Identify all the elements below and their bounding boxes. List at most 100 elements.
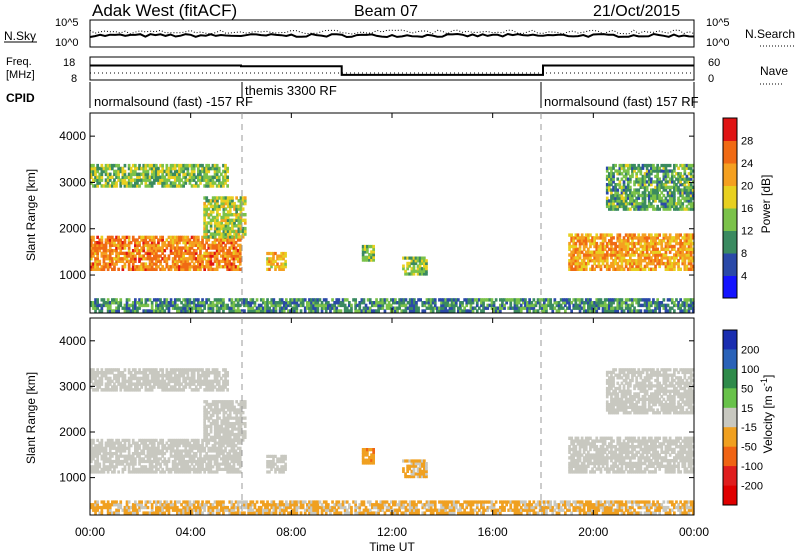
velocity-cell xyxy=(115,438,118,442)
power-cell xyxy=(140,235,143,239)
power-cell xyxy=(687,183,691,187)
power-cell xyxy=(211,262,215,266)
power-cell xyxy=(197,184,200,188)
power-cell xyxy=(650,166,653,170)
velocity-cell xyxy=(230,446,234,450)
velocity-cell xyxy=(150,454,154,458)
power-cell xyxy=(215,238,219,242)
power-cell xyxy=(624,196,628,200)
power-cell xyxy=(119,181,123,185)
power-cell xyxy=(108,243,112,247)
velocity-cell xyxy=(194,441,198,445)
power-cell xyxy=(192,267,196,271)
velocity-cell xyxy=(211,402,215,407)
velocity-cell xyxy=(148,388,152,392)
power-cell xyxy=(593,301,596,305)
power-cell xyxy=(675,253,678,257)
velocity-cell xyxy=(230,467,234,471)
power-cell xyxy=(287,309,290,313)
power-cell xyxy=(679,193,682,198)
power-cell xyxy=(243,196,247,200)
velocity-cell xyxy=(203,373,206,378)
velocity-cell xyxy=(188,459,192,464)
power-cell xyxy=(192,265,196,269)
power-cell xyxy=(660,204,664,209)
power-cell xyxy=(610,239,613,243)
power-cell xyxy=(689,199,693,203)
power-cell xyxy=(144,257,148,261)
power-cell xyxy=(463,309,466,313)
power-cell xyxy=(142,262,146,266)
power-cell xyxy=(528,301,531,305)
power-cell xyxy=(360,309,364,313)
velocity-cell xyxy=(108,465,112,469)
power-cell xyxy=(677,250,680,254)
velocity-cell xyxy=(203,405,206,409)
velocity-cell xyxy=(213,376,217,381)
power-cell xyxy=(631,169,634,173)
power-cell xyxy=(418,269,422,273)
power-cell xyxy=(538,303,542,308)
velocity-cell xyxy=(232,438,236,442)
power-cell xyxy=(656,188,659,192)
power-cell xyxy=(685,303,689,308)
power-cell xyxy=(113,169,116,174)
power-cell xyxy=(624,264,628,269)
velocity-cell xyxy=(144,376,148,381)
power-cell xyxy=(121,235,125,239)
power-cell xyxy=(406,306,410,310)
velocity-cell xyxy=(136,441,139,445)
velocity-cell xyxy=(155,459,158,464)
velocity-cell xyxy=(169,446,173,450)
velocity-cell xyxy=(218,408,221,412)
velocity-cell xyxy=(123,373,127,378)
power-cell xyxy=(171,306,175,310)
power-cell xyxy=(526,303,529,308)
velocity-cell xyxy=(92,465,95,469)
power-cell xyxy=(186,267,190,271)
power-cell xyxy=(92,251,95,255)
power-cell xyxy=(92,262,95,266)
power-cell xyxy=(155,298,158,302)
power-cell xyxy=(635,174,638,179)
power-cell xyxy=(224,172,227,177)
power-cell xyxy=(673,303,676,308)
power-cell xyxy=(668,259,672,263)
power-cell xyxy=(138,257,141,261)
power-cell xyxy=(192,243,196,247)
power-cell xyxy=(203,172,206,177)
power-cell xyxy=(685,177,689,181)
power-cell xyxy=(176,235,179,239)
power-cell xyxy=(605,241,609,246)
velocity-cell xyxy=(178,444,181,448)
power-cell xyxy=(167,257,171,261)
velocity-cell xyxy=(173,465,177,469)
power-cell xyxy=(178,306,181,310)
power-cell xyxy=(685,191,689,195)
power-cell xyxy=(236,249,240,253)
velocity-cell xyxy=(207,454,211,458)
power-cell xyxy=(614,259,617,263)
power-cell xyxy=(658,264,661,269)
power-cell xyxy=(115,243,118,247)
power-cell xyxy=(408,261,412,265)
power-cell xyxy=(372,253,375,257)
velocity-cell xyxy=(226,465,229,469)
velocity-cell xyxy=(180,371,183,375)
velocity-cell xyxy=(92,441,95,445)
power-cell xyxy=(303,298,307,302)
power-cell xyxy=(633,236,636,240)
power-cell xyxy=(635,202,638,206)
power-cell xyxy=(492,309,496,313)
power-cell xyxy=(203,175,206,179)
power-cell xyxy=(194,265,198,269)
noise-right-tick-top: 10^5 xyxy=(706,17,730,29)
power-cell xyxy=(171,181,175,185)
velocity-cell xyxy=(159,368,162,372)
power-cell xyxy=(385,298,389,302)
power-cell xyxy=(620,166,624,170)
velocity-cell xyxy=(140,467,143,471)
velocity-cell xyxy=(203,416,206,420)
power-cell xyxy=(681,247,685,251)
power-cell xyxy=(647,183,651,187)
